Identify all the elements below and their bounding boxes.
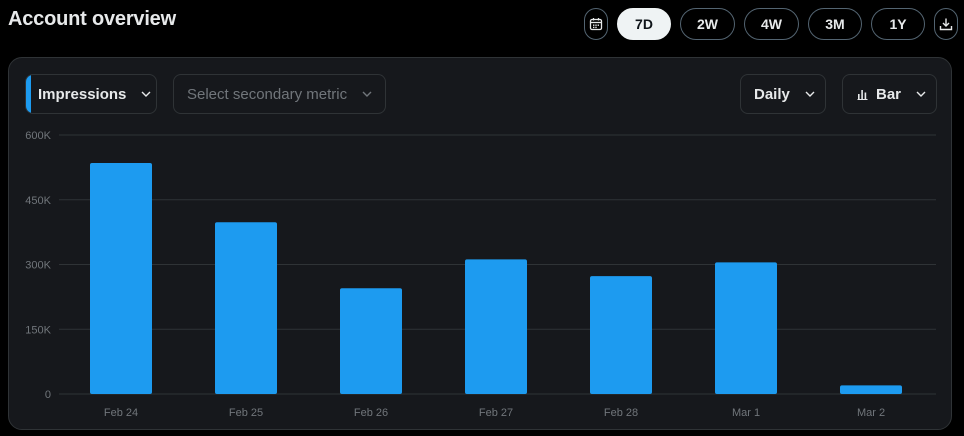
page-title: Account overview bbox=[8, 8, 176, 30]
x-tick-label: Mar 2 bbox=[857, 407, 885, 419]
primary-metric-dropdown[interactable]: Impressions bbox=[25, 74, 157, 114]
chevron-down-icon bbox=[805, 91, 815, 97]
chevron-down-icon bbox=[362, 91, 372, 97]
y-tick-label: 600K bbox=[25, 130, 51, 142]
secondary-metric-placeholder: Select secondary metric bbox=[187, 85, 348, 103]
x-tick-label: Feb 25 bbox=[229, 407, 263, 419]
bar[interactable] bbox=[465, 259, 527, 394]
y-tick-label: 150K bbox=[25, 324, 51, 336]
bar-chart: 0 150K 300K 450K 600K Feb 24 Feb 25 Feb 26 Feb 2… bbox=[25, 130, 936, 419]
primary-metric-label: Impressions bbox=[38, 85, 127, 103]
bar[interactable] bbox=[215, 222, 277, 394]
x-tick-label: Mar 1 bbox=[732, 407, 760, 419]
x-tick-label: Feb 28 bbox=[604, 407, 638, 419]
header: Account overview 7D 2W 4W 3M 1Y bbox=[0, 0, 964, 56]
date-range-selector: 7D 2W 4W 3M 1Y bbox=[584, 8, 958, 40]
range-7d-button[interactable]: 7D bbox=[617, 8, 671, 40]
y-tick-label: 450K bbox=[25, 195, 51, 207]
x-tick-label: Feb 27 bbox=[479, 407, 513, 419]
bar[interactable] bbox=[90, 163, 152, 394]
range-4w-button[interactable]: 4W bbox=[744, 8, 799, 40]
bar[interactable] bbox=[340, 288, 402, 394]
chart-type-dropdown[interactable]: Bar bbox=[842, 74, 937, 114]
chart-card: 0 150K 300K 450K 600K Feb 24 Feb 25 Feb 26 Feb 2… bbox=[8, 57, 952, 430]
interval-label: Daily bbox=[754, 85, 790, 103]
date-picker-button[interactable] bbox=[584, 8, 608, 40]
range-2w-button[interactable]: 2W bbox=[680, 8, 735, 40]
y-tick-label: 300K bbox=[25, 260, 51, 272]
x-tick-label: Feb 24 bbox=[104, 407, 138, 419]
chart-type-label: Bar bbox=[876, 85, 902, 103]
y-tick-label: 0 bbox=[45, 389, 51, 401]
range-3m-button[interactable]: 3M bbox=[808, 8, 862, 40]
bar-chart-icon bbox=[857, 89, 868, 100]
chevron-down-icon bbox=[916, 91, 926, 97]
secondary-metric-dropdown[interactable]: Select secondary metric bbox=[173, 74, 386, 114]
bar[interactable] bbox=[715, 262, 777, 394]
range-1y-button[interactable]: 1Y bbox=[871, 8, 925, 40]
x-tick-label: Feb 26 bbox=[354, 407, 388, 419]
interval-dropdown[interactable]: Daily bbox=[740, 74, 826, 114]
export-button[interactable] bbox=[934, 8, 958, 40]
calendar-icon bbox=[589, 18, 603, 31]
bar[interactable] bbox=[590, 276, 652, 394]
chevron-down-icon bbox=[141, 91, 151, 97]
download-icon bbox=[939, 18, 953, 31]
bar[interactable] bbox=[840, 385, 902, 394]
